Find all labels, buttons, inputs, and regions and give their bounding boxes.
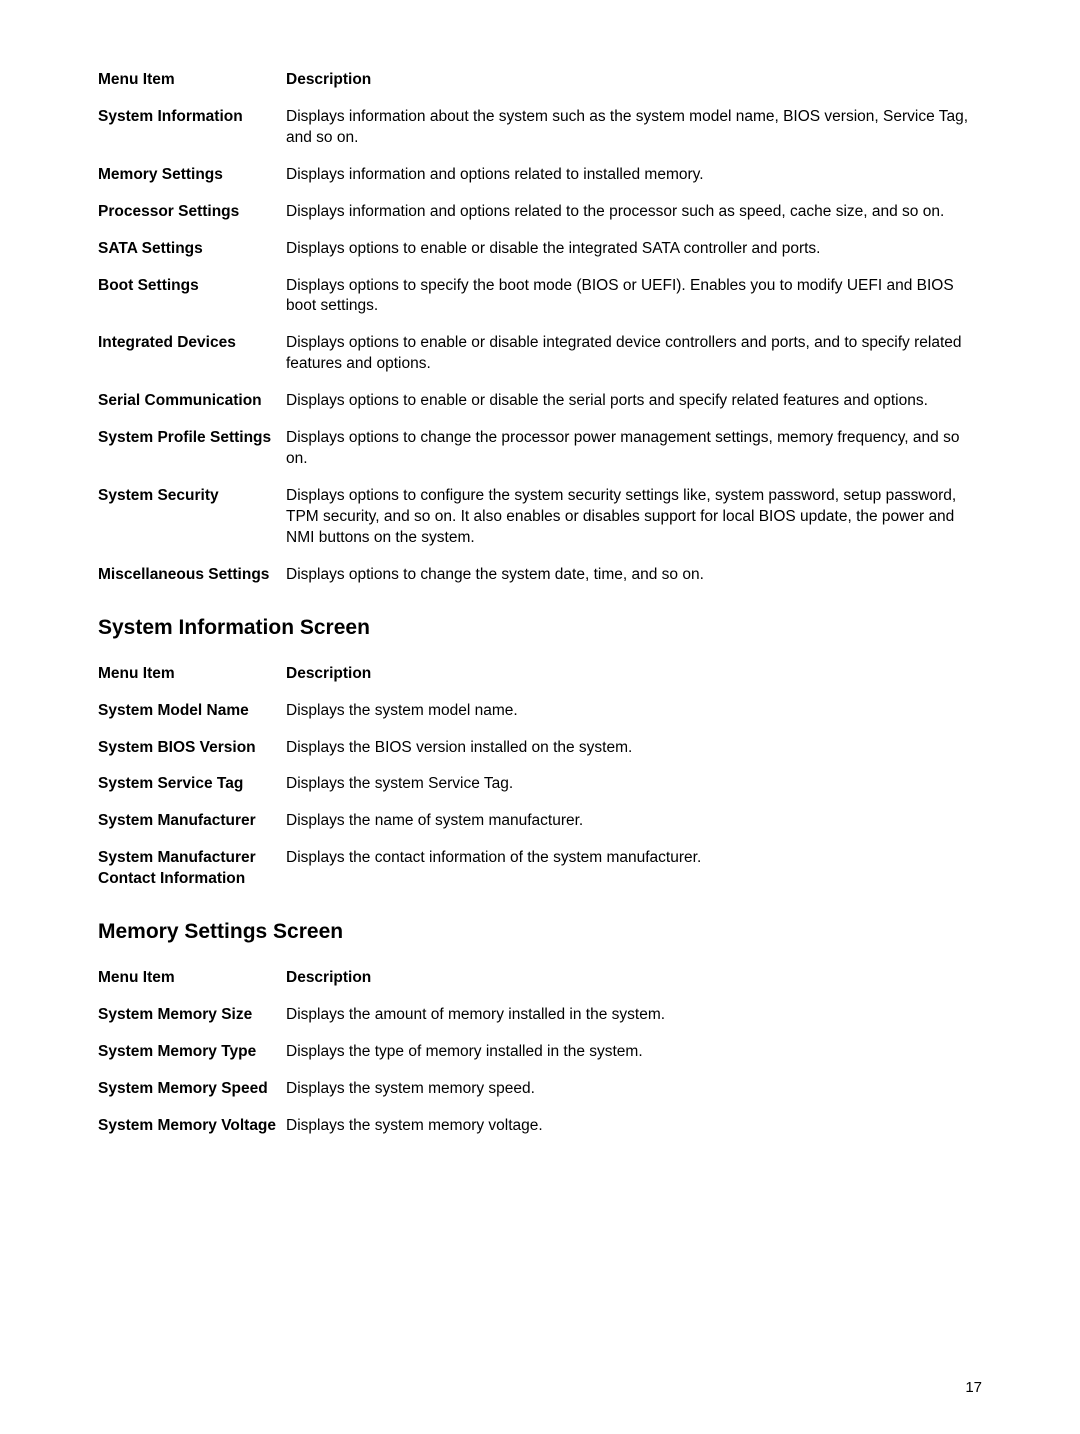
row-term: Serial Communication [98, 391, 286, 412]
table-row: Serial Communication Displays options to… [98, 391, 982, 412]
row-desc: Displays the system Service Tag. [286, 774, 982, 795]
row-term: System Memory Size [98, 1005, 286, 1026]
row-term: System Manufacturer Contact Information [98, 848, 286, 890]
row-desc: Displays information about the system su… [286, 107, 982, 149]
table-row: System Memory Size Displays the amount o… [98, 1005, 982, 1026]
table-row: Miscellaneous Settings Displays options … [98, 565, 982, 586]
table-row: Boot Settings Displays options to specif… [98, 276, 982, 318]
table-memory-settings: Menu Item Description System Memory Size… [98, 968, 982, 1137]
row-term: System BIOS Version [98, 738, 286, 759]
row-desc: Displays the system memory speed. [286, 1079, 982, 1100]
row-desc: Displays options to enable or disable th… [286, 239, 982, 260]
row-desc: Displays the type of memory installed in… [286, 1042, 982, 1063]
document-page: Menu Item Description System Information… [0, 0, 1080, 1434]
row-desc: Displays the amount of memory installed … [286, 1005, 982, 1026]
row-term: System Memory Voltage [98, 1116, 286, 1137]
row-term: Processor Settings [98, 202, 286, 223]
header-term: Menu Item [98, 968, 286, 989]
row-term: Integrated Devices [98, 333, 286, 354]
row-desc: Displays the system memory voltage. [286, 1116, 982, 1137]
table-row: System Manufacturer Displays the name of… [98, 811, 982, 832]
table-row: Processor Settings Displays information … [98, 202, 982, 223]
row-desc: Displays options to specify the boot mod… [286, 276, 982, 318]
table-system-information: Menu Item Description System Model Name … [98, 664, 982, 890]
row-desc: Displays options to change the system da… [286, 565, 982, 586]
table-row: System Profile Settings Displays options… [98, 428, 982, 470]
row-term: Memory Settings [98, 165, 286, 186]
table-header-row: Menu Item Description [98, 968, 982, 989]
table-row: System Memory Voltage Displays the syste… [98, 1116, 982, 1137]
row-term: System Memory Speed [98, 1079, 286, 1100]
row-term: System Service Tag [98, 774, 286, 795]
table-main-menu: Menu Item Description System Information… [98, 70, 982, 586]
row-term: System Manufacturer [98, 811, 286, 832]
row-term: System Security [98, 486, 286, 507]
table-row: SATA Settings Displays options to enable… [98, 239, 982, 260]
row-desc: Displays information and options related… [286, 202, 982, 223]
table-header-row: Menu Item Description [98, 70, 982, 91]
row-desc: Displays the BIOS version installed on t… [286, 738, 982, 759]
table-row: System Service Tag Displays the system S… [98, 774, 982, 795]
row-desc: Displays information and options related… [286, 165, 982, 186]
row-desc: Displays options to enable or disable th… [286, 391, 982, 412]
row-term: Miscellaneous Settings [98, 565, 286, 586]
table-row: Integrated Devices Displays options to e… [98, 333, 982, 375]
row-term: System Profile Settings [98, 428, 286, 449]
table-row: System Manufacturer Contact Information … [98, 848, 982, 890]
row-desc: Displays the contact information of the … [286, 848, 982, 869]
row-desc: Displays options to enable or disable in… [286, 333, 982, 375]
row-term: System Memory Type [98, 1042, 286, 1063]
table-row: Memory Settings Displays information and… [98, 165, 982, 186]
row-term: System Model Name [98, 701, 286, 722]
header-desc: Description [286, 664, 982, 685]
row-desc: Displays options to change the processor… [286, 428, 982, 470]
row-term: SATA Settings [98, 239, 286, 260]
row-term: System Information [98, 107, 286, 128]
table-row: System Information Displays information … [98, 107, 982, 149]
table-row: System Security Displays options to conf… [98, 486, 982, 549]
heading-system-information-screen: System Information Screen [98, 616, 982, 640]
table-row: System BIOS Version Displays the BIOS ve… [98, 738, 982, 759]
page-number: 17 [965, 1379, 982, 1396]
table-row: System Memory Speed Displays the system … [98, 1079, 982, 1100]
row-term: Boot Settings [98, 276, 286, 297]
row-desc: Displays options to configure the system… [286, 486, 982, 549]
table-row: System Model Name Displays the system mo… [98, 701, 982, 722]
header-term: Menu Item [98, 70, 286, 91]
row-desc: Displays the system model name. [286, 701, 982, 722]
header-desc: Description [286, 70, 982, 91]
table-row: System Memory Type Displays the type of … [98, 1042, 982, 1063]
table-header-row: Menu Item Description [98, 664, 982, 685]
row-desc: Displays the name of system manufacturer… [286, 811, 982, 832]
header-desc: Description [286, 968, 982, 989]
heading-memory-settings-screen: Memory Settings Screen [98, 920, 982, 944]
header-term: Menu Item [98, 664, 286, 685]
